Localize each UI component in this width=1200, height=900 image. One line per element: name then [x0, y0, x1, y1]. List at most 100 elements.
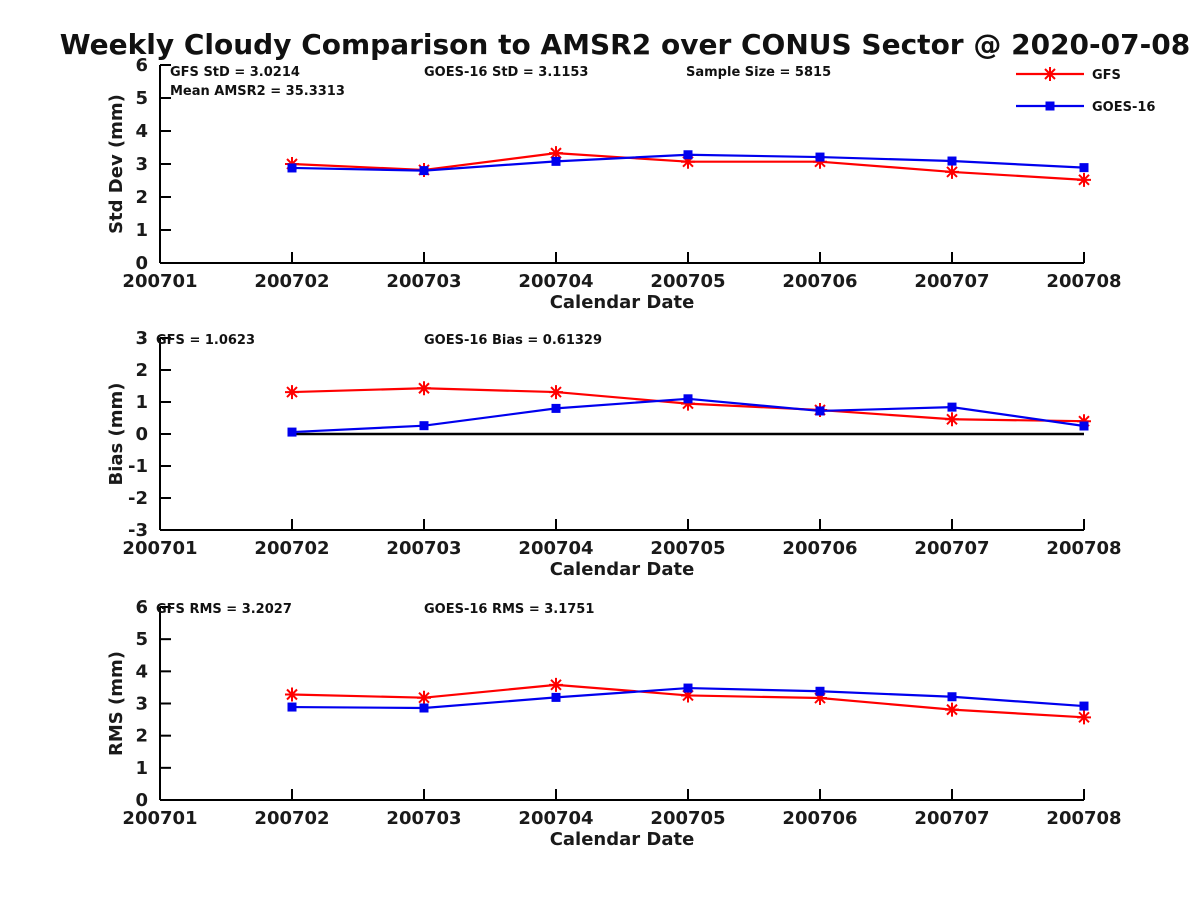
y-axis-title: RMS (mm) [106, 651, 127, 756]
stat-annotation: Mean AMSR2 = 35.3313 [170, 84, 345, 99]
legend-marker-goes-16 [1045, 101, 1055, 111]
marker-goes-16 [1079, 421, 1089, 431]
x-tick-label: 200708 [1046, 538, 1121, 559]
legend-label: GOES-16 [1092, 100, 1155, 115]
marker-gfs [681, 688, 695, 703]
y-tick-label: 4 [135, 121, 148, 142]
marker-goes-16 [815, 686, 825, 696]
marker-goes-16 [419, 166, 429, 176]
y-axis-title: Std Dev (mm) [106, 94, 127, 234]
x-tick-label: 200704 [518, 808, 593, 829]
x-tick-label: 200708 [1046, 271, 1121, 292]
marker-gfs [945, 702, 959, 717]
stat-annotation: GFS RMS = 3.2027 [156, 602, 292, 617]
y-tick-label: 0 [135, 253, 148, 274]
y-tick-label: 0 [135, 790, 148, 811]
marker-gfs [945, 412, 959, 427]
marker-goes-16 [1079, 163, 1089, 173]
marker-goes-16 [683, 683, 693, 693]
y-axis-title: Bias (mm) [106, 383, 127, 486]
y-tick-label: 6 [135, 55, 148, 76]
y-tick-label: 1 [135, 758, 148, 779]
y-tick-label: 0 [135, 424, 148, 445]
x-tick-label: 200707 [914, 271, 989, 292]
marker-gfs [813, 691, 827, 706]
marker-gfs [549, 677, 563, 692]
marker-goes-16 [551, 156, 561, 166]
marker-gfs [549, 146, 563, 161]
legend-label: GFS [1092, 68, 1121, 83]
marker-gfs [417, 381, 431, 396]
x-tick-label: 200705 [650, 538, 725, 559]
y-tick-label: -2 [128, 488, 148, 509]
marker-goes-16 [419, 703, 429, 713]
x-tick-label: 200702 [254, 271, 329, 292]
y-tick-label: 1 [135, 392, 148, 413]
x-tick-label: 200706 [782, 538, 857, 559]
x-tick-label: 200704 [518, 271, 593, 292]
x-tick-label: 200703 [386, 538, 461, 559]
x-tick-label: 200705 [650, 271, 725, 292]
marker-goes-16 [551, 692, 561, 702]
marker-goes-16 [1079, 701, 1089, 711]
marker-goes-16 [947, 402, 957, 412]
marker-goes-16 [947, 156, 957, 166]
y-tick-label: 2 [135, 187, 148, 208]
x-tick-label: 200702 [254, 808, 329, 829]
x-tick-label: 200706 [782, 271, 857, 292]
y-tick-label: 6 [135, 597, 148, 618]
marker-gfs [285, 687, 299, 702]
stat-annotation: GOES-16 StD = 3.1153 [424, 65, 588, 80]
y-tick-label: 5 [135, 88, 148, 109]
marker-goes-16 [287, 702, 297, 712]
x-axis-title: Calendar Date [550, 559, 695, 580]
marker-goes-16 [683, 394, 693, 404]
y-tick-label: 2 [135, 726, 148, 747]
x-axis-title: Calendar Date [550, 829, 695, 850]
y-tick-label: 5 [135, 629, 148, 650]
stat-annotation: Sample Size = 5815 [686, 65, 831, 80]
marker-goes-16 [815, 406, 825, 416]
x-tick-label: 200707 [914, 808, 989, 829]
y-tick-label: -1 [128, 456, 148, 477]
std-dev-panel: 0 1 2 3 4 5 6 200701 200702 200703 200704 200705 200… [106, 55, 1122, 313]
x-tick-label: 200701 [122, 271, 197, 292]
stat-annotation: GOES-16 RMS = 3.1751 [424, 602, 594, 617]
marker-gfs [681, 154, 695, 169]
y-tick-label: 3 [135, 154, 148, 175]
marker-gfs [945, 164, 959, 179]
marker-goes-16 [683, 150, 693, 160]
y-tick-label: 1 [135, 220, 148, 241]
bias-panel: -3 -2 -1 0 1 2 3 200701 200702 200703 200704 200705… [106, 328, 1122, 580]
marker-goes-16 [287, 427, 297, 437]
x-tick-label: 200707 [914, 538, 989, 559]
y-tick-label: -3 [128, 520, 148, 541]
x-tick-label: 200705 [650, 808, 725, 829]
stat-annotation: GFS = 1.0623 [156, 333, 255, 348]
x-axis-title: Calendar Date [550, 292, 695, 313]
x-tick-label: 200703 [386, 808, 461, 829]
legend-marker-gfs [1043, 67, 1057, 81]
x-tick-label: 200703 [386, 271, 461, 292]
marker-gfs [1077, 414, 1091, 429]
marker-gfs [1077, 172, 1091, 187]
stat-annotation: GOES-16 Bias = 0.61329 [424, 333, 602, 348]
marker-goes-16 [287, 163, 297, 173]
y-tick-label: 3 [135, 328, 148, 349]
figure-title: Weekly Cloudy Comparison to AMSR2 over C… [60, 28, 1190, 61]
y-tick-label: 2 [135, 360, 148, 381]
y-tick-label: 4 [135, 661, 148, 682]
marker-goes-16 [419, 421, 429, 431]
marker-gfs [1077, 710, 1091, 725]
legend: GFS GOES-16 [1016, 67, 1155, 115]
marker-goes-16 [551, 403, 561, 413]
rms-panel: 0 1 2 3 4 5 6 200701 200702 200703 200704 200705 200… [106, 597, 1122, 850]
x-tick-label: 200701 [122, 808, 197, 829]
x-tick-label: 200702 [254, 538, 329, 559]
x-tick-label: 200704 [518, 538, 593, 559]
x-tick-label: 200706 [782, 808, 857, 829]
marker-gfs [549, 385, 563, 400]
stat-annotation: GFS StD = 3.0214 [170, 65, 300, 80]
